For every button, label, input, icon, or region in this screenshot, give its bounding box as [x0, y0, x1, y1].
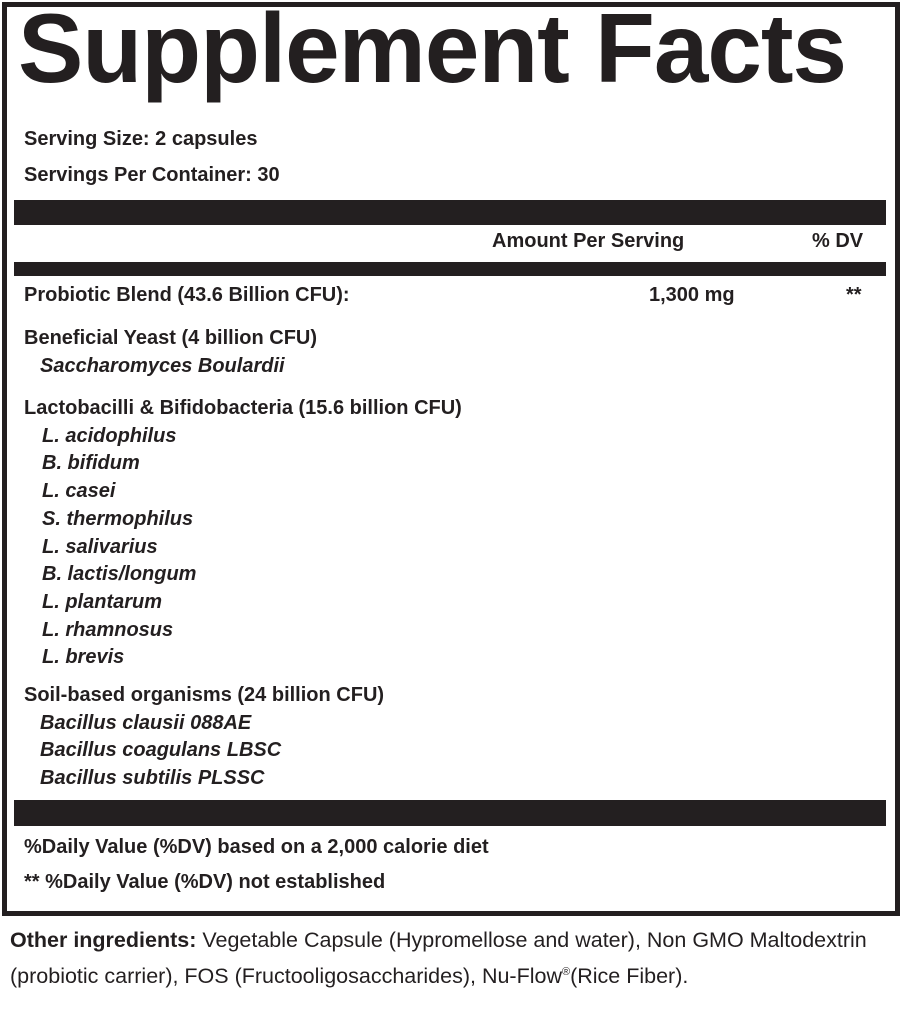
- group-name: Soil-based organisms (24 billion CFU): [24, 684, 385, 706]
- divider-medium: [14, 262, 886, 276]
- ingredient-item: Bacillus clausii 088AE: [40, 711, 252, 734]
- other-ingredients-label: Other ingredients:: [10, 928, 197, 952]
- footnote-not-established: ** %Daily Value (%DV) not established: [24, 871, 386, 893]
- header-dv: % DV: [812, 230, 864, 252]
- blend-dv: **: [846, 284, 862, 306]
- ingredient-item: S. thermophilus: [42, 507, 194, 530]
- ingredient-item: L. casei: [42, 480, 116, 503]
- group-name: Beneficial Yeast (4 billion CFU): [24, 327, 318, 349]
- divider-thick-bottom: [14, 800, 886, 826]
- ingredient-item: Bacillus coagulans LBSC: [40, 739, 282, 762]
- header-amount: Amount Per Serving: [492, 230, 685, 252]
- divider-thick: [14, 200, 886, 225]
- servings-per-container: Servings Per Container: 30: [24, 164, 280, 186]
- ingredient-item: L. acidophilus: [42, 424, 177, 447]
- ingredient-item: L. rhamnosus: [42, 618, 174, 641]
- other-ingredients: Other ingredients: Vegetable Capsule (Hy…: [10, 925, 900, 992]
- registered-mark: ®: [561, 965, 571, 978]
- ingredient-item: Bacillus subtilis PLSSC: [40, 767, 265, 790]
- ingredient-item: L. plantarum: [42, 590, 163, 613]
- footnote-dv: %Daily Value (%DV) based on a 2,000 calo…: [24, 836, 489, 858]
- other-ingredients-text: Vegetable Capsule (Hypromellose and wate…: [10, 928, 867, 988]
- ingredient-item: L. brevis: [42, 646, 125, 669]
- ingredient-item: B. bifidum: [42, 452, 140, 475]
- other-ingredients-text-end: (Rice Fiber).: [570, 963, 689, 988]
- ingredient-item: B. lactis/longum: [42, 563, 197, 586]
- group-name: Lactobacilli & Bifidobacteria (15.6 bill…: [24, 397, 462, 419]
- blend-amount: 1,300 mg: [649, 284, 735, 306]
- blend-name: Probiotic Blend (43.6 Billion CFU):: [24, 284, 350, 306]
- panel-title: Supplement Facts: [18, 0, 847, 103]
- ingredient-item: Saccharomyces Boulardii: [40, 354, 285, 377]
- ingredient-item: L. salivarius: [42, 535, 158, 558]
- serving-size: Serving Size: 2 capsules: [24, 128, 258, 150]
- supplement-facts-panel: [2, 2, 900, 916]
